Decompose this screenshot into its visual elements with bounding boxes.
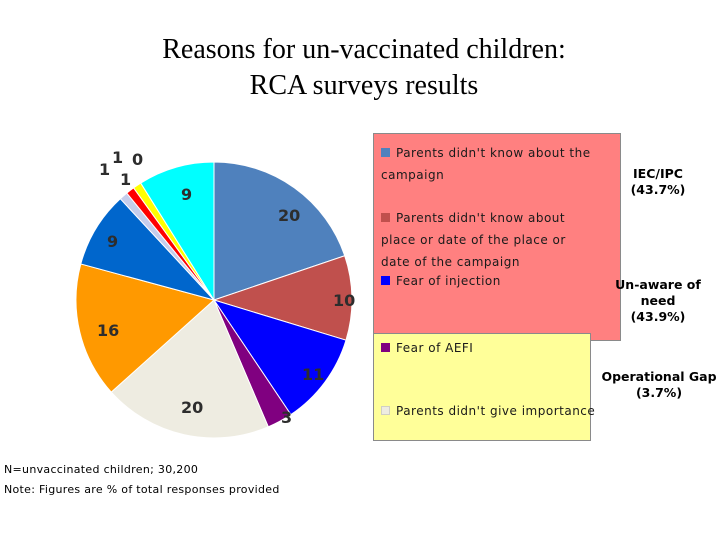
legend-swatch	[381, 213, 390, 222]
legend-label: Parents didn't give importance	[396, 404, 596, 418]
pie-slice-0	[213, 161, 346, 301]
legend-label: Parents didn't know about the campaign	[381, 146, 591, 182]
legend-swatch	[381, 343, 390, 352]
group-percent: (43.7%)	[630, 182, 686, 197]
data-label-2: 11	[302, 365, 324, 384]
data-label-5: 16	[97, 321, 119, 340]
group-percent: (3.7%)	[635, 385, 683, 400]
legend-label: Parents didn't know about place or date …	[381, 211, 566, 269]
footnote-n: N=unvaccinated children; 30,200	[4, 463, 199, 476]
legend-label: Fear of AEFI	[396, 341, 474, 355]
group-label-iec-ipc: IEC/IPC (43.7%)	[618, 166, 698, 198]
data-label-0: 20	[278, 206, 300, 225]
legend-item-fear-aefi: Fear of AEFI	[381, 337, 596, 359]
pie-slice-11	[140, 161, 215, 302]
legend-swatch	[381, 406, 390, 415]
chart-title: Reasons for un-vaccinated children: RCA …	[0, 32, 728, 104]
pie-slice-2	[212, 299, 347, 416]
data-label-3: 3	[281, 408, 292, 427]
group-label-operational: Operational Gap (3.7%)	[596, 369, 722, 401]
pie-slice-1	[212, 255, 353, 341]
legend-item-place-date: Parents didn't know about place or date …	[381, 207, 596, 273]
pie-slice-5	[75, 263, 216, 393]
legend-swatch	[381, 276, 390, 285]
data-label-7: 1	[99, 160, 110, 179]
legend-label: Fear of injection	[396, 274, 501, 288]
data-label-6: 9	[107, 232, 118, 251]
data-label-11: 9	[181, 185, 192, 204]
data-label-9: 1	[112, 148, 123, 167]
legend-swatch	[381, 148, 390, 157]
group-name: Operational Gap	[601, 369, 717, 384]
chart-title-line-1: Reasons for un-vaccinated children:	[162, 34, 566, 65]
group-label-unaware: Un-aware of need (43.9%)	[610, 277, 706, 325]
footnote-note: Note: Figures are % of total responses p…	[4, 483, 280, 496]
group-name: Un-aware of need	[615, 277, 701, 308]
data-label-8: 1	[120, 170, 131, 189]
pie-slice-4	[110, 299, 269, 439]
group-name: IEC/IPC	[633, 166, 683, 181]
data-label-1: 10	[333, 291, 355, 310]
group-box-red	[373, 133, 621, 341]
data-label-4: 20	[181, 398, 203, 417]
chart-title-line-2: RCA surveys results	[249, 70, 479, 101]
group-box-yellow	[373, 333, 591, 441]
legend-item-no-importance: Parents didn't give importance	[381, 400, 596, 422]
group-percent: (43.9%)	[630, 309, 686, 324]
data-label-10: 0	[132, 150, 143, 169]
legend-item-campaign: Parents didn't know about the campaign	[381, 142, 596, 186]
legend-item-fear-injection: Fear of injection	[381, 270, 596, 292]
